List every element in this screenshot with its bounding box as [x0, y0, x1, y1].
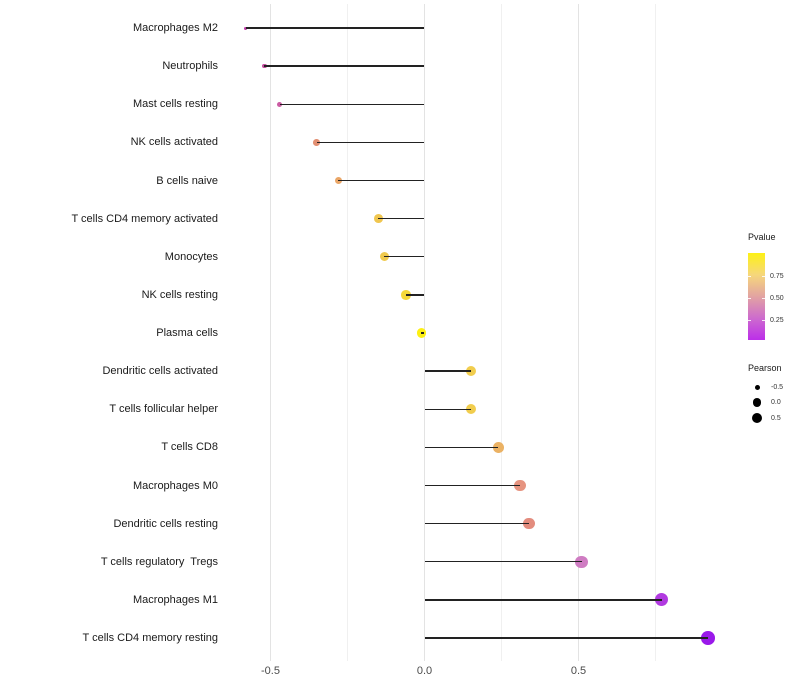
pvalue-tick-label: 0.25: [770, 317, 784, 324]
pvalue-tick-mark: [762, 319, 765, 321]
lollipop-point: [262, 63, 267, 69]
x-tick-label: 0.5: [570, 665, 587, 677]
category-label: Dendritic cells activated: [102, 365, 218, 378]
lollipop-stick: [424, 599, 662, 601]
lollipop-stick: [424, 484, 520, 487]
category-label: NK cells activated: [130, 136, 218, 149]
lollipop-stick: [424, 408, 471, 410]
pvalue-tick-label: 0.50: [770, 295, 784, 302]
pvalue-tick-mark: [762, 275, 765, 277]
pearson-size-dot: [752, 398, 762, 407]
lollipop-stick: [316, 141, 425, 144]
lollipop-stick: [424, 370, 471, 372]
pvalue-tick-mark: [748, 319, 751, 321]
lollipop-stick: [378, 217, 425, 220]
pearson-size-dot: [754, 384, 760, 390]
pearson-size-label: -0.5: [771, 383, 784, 391]
category-label: B cells naive: [156, 174, 218, 187]
category-label: Neutrophils: [162, 60, 218, 73]
x-tick-label: -0.5: [261, 665, 280, 677]
lollipop-stick: [264, 65, 425, 67]
lollipop-stick: [424, 446, 499, 449]
pearson-size-label: 0.5: [771, 414, 781, 422]
category-label: Mast cells resting: [133, 98, 218, 111]
lollipop-point: [373, 214, 383, 224]
pvalue-tick-mark: [748, 275, 751, 277]
pvalue-legend-title: Pvalue: [748, 232, 776, 242]
category-label: NK cells resting: [141, 288, 218, 301]
category-label: Monocytes: [164, 250, 218, 263]
lollipop-stick: [338, 179, 425, 182]
lollipop-point: [655, 593, 669, 607]
category-label: Plasma cells: [156, 327, 218, 339]
category-label: T cells CD4 memory activated: [71, 212, 218, 225]
minor-gridline: [347, 4, 348, 661]
pvalue-tick-label: 0.75: [770, 273, 784, 280]
pearson-size-dot: [751, 412, 763, 424]
pvalue-tick-mark: [748, 297, 751, 299]
lollipop-point: [465, 366, 476, 377]
lollipop-stick: [384, 256, 425, 258]
lollipop-stick: [424, 637, 708, 639]
category-label: Macrophages M0: [133, 479, 218, 492]
category-label: T cells CD8: [161, 441, 218, 454]
lollipop-stick: [424, 561, 582, 563]
pearson-size-label: 0.0: [771, 399, 781, 406]
lollipop-stick: [245, 27, 425, 29]
category-label: T cells follicular helper: [109, 403, 218, 416]
x-tick-label: 0.0: [416, 665, 433, 677]
lollipop-point: [277, 101, 283, 107]
lollipop-point: [493, 441, 504, 453]
lollipop-point: [465, 404, 476, 415]
lollipop-stick: [421, 332, 425, 334]
major-gridline: [578, 4, 579, 661]
minor-gridline: [655, 4, 656, 661]
lollipop-stick: [406, 294, 425, 296]
lollipop-stick: [424, 522, 530, 525]
category-label: T cells regulatory Tregs: [100, 555, 218, 568]
minor-gridline: [501, 4, 502, 661]
major-gridline: [270, 4, 271, 661]
pvalue-gradient-bar: [748, 253, 765, 340]
pvalue-tick-mark: [762, 297, 765, 299]
lollipop-stick: [279, 103, 425, 105]
category-label: T cells CD4 memory resting: [82, 632, 219, 644]
category-label: Macrophages M2: [133, 22, 218, 34]
pearson-legend-title: Pearson: [748, 363, 782, 373]
category-label: Macrophages M1: [133, 593, 218, 606]
category-label: Dendritic cells resting: [113, 517, 218, 530]
